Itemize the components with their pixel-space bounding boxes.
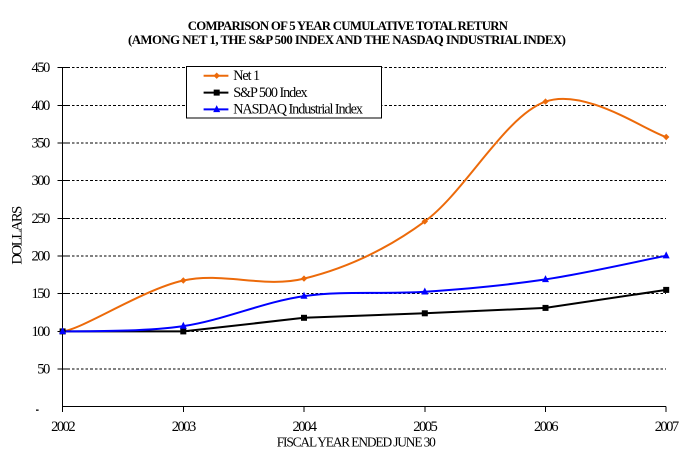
svg-text:2004: 2004 <box>293 419 318 435</box>
svg-text:2003: 2003 <box>172 419 196 435</box>
svg-text:2007: 2007 <box>655 419 679 435</box>
svg-text:50: 50 <box>37 361 50 377</box>
svg-text:NASDAQ Industrial Index: NASDAQ Industrial Index <box>233 102 363 118</box>
svg-text:COMPARISON OF 5 YEAR CUMULATIV: COMPARISON OF 5 YEAR CUMULATIVE TOTAL RE… <box>188 19 509 33</box>
svg-text:250: 250 <box>32 211 50 227</box>
svg-text:100: 100 <box>32 324 50 340</box>
svg-text:450: 450 <box>32 60 50 76</box>
svg-text:(AMONG NET 1, THE S&P 500 INDE: (AMONG NET 1, THE S&P 500 INDEX AND THE … <box>128 33 566 47</box>
svg-text:300: 300 <box>32 173 50 189</box>
svg-text:S&P 500 Index: S&P 500 Index <box>233 85 307 101</box>
svg-text:FISCAL YEAR ENDED JUNE 30: FISCAL YEAR ENDED JUNE 30 <box>277 434 436 449</box>
svg-text:Net 1: Net 1 <box>233 68 260 84</box>
svg-text:150: 150 <box>32 286 50 302</box>
svg-text:2005: 2005 <box>413 419 437 435</box>
svg-text:350: 350 <box>32 135 50 151</box>
svg-text:2006: 2006 <box>534 419 558 435</box>
svg-text:200: 200 <box>32 248 50 264</box>
svg-text:400: 400 <box>32 98 50 114</box>
svg-text:2002: 2002 <box>51 419 75 435</box>
svg-text:DOLLARS: DOLLARS <box>9 206 25 265</box>
